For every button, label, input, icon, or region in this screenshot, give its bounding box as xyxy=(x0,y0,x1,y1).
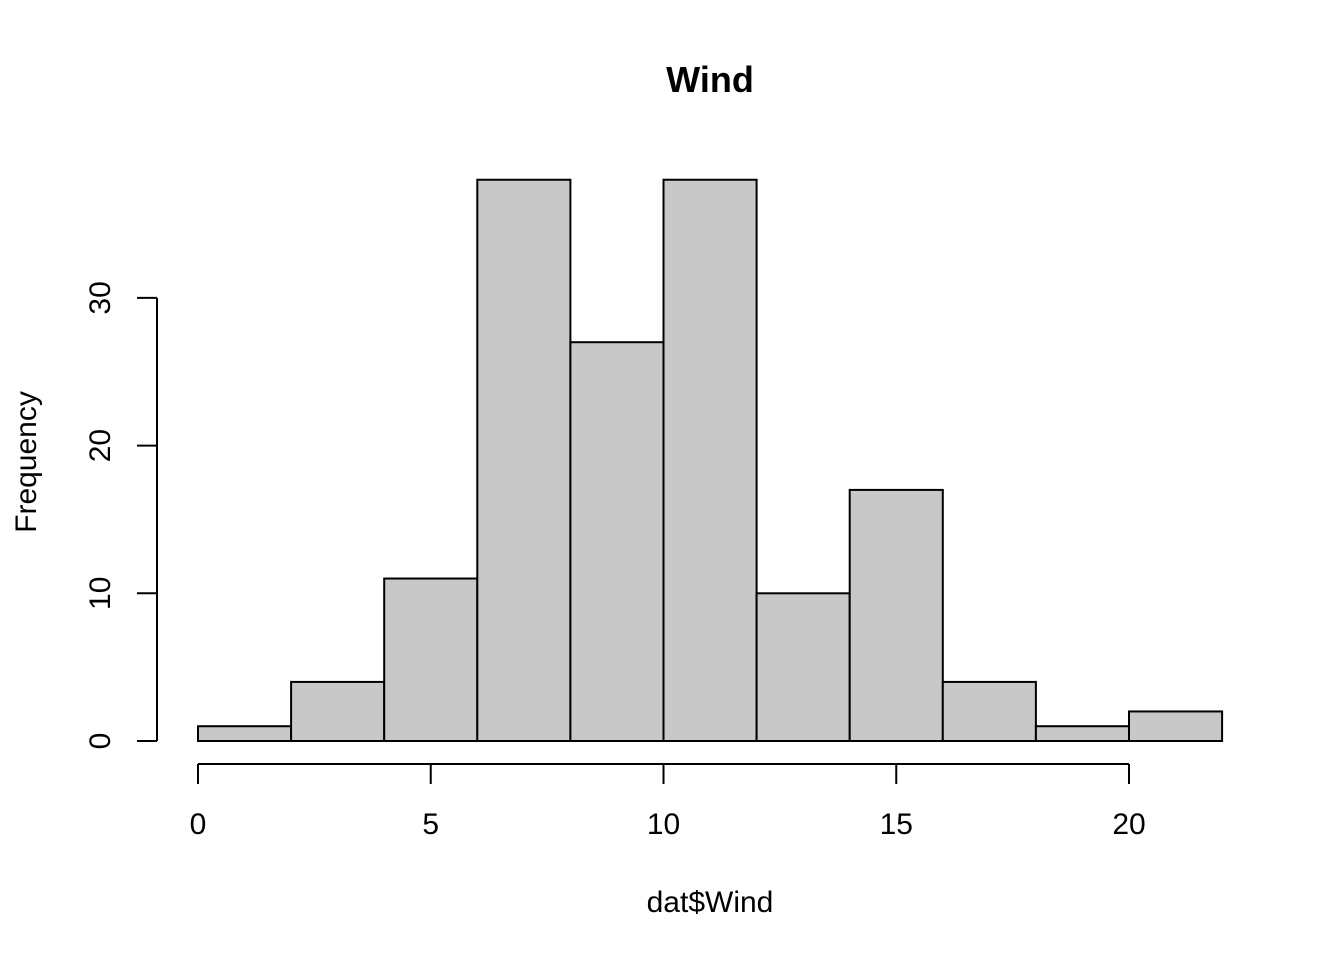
histogram-bar-9 xyxy=(1034,725,1131,742)
y-tick-label-2: 20 xyxy=(84,429,117,462)
x-tick-label-1: 5 xyxy=(422,808,439,841)
y-tick-label-3: 30 xyxy=(84,281,117,314)
chart-title: Wind xyxy=(666,59,754,100)
histogram-bar-0 xyxy=(197,725,293,742)
x-tick-label-2: 10 xyxy=(647,808,680,841)
histogram-bar-8 xyxy=(941,680,1037,742)
y-ticks: 0 10 20 30 xyxy=(84,281,157,749)
histogram-bar-7 xyxy=(848,488,944,742)
x-tick-label-3: 15 xyxy=(880,808,913,841)
histogram-bar-6 xyxy=(755,592,851,742)
y-axis: 0 10 20 30 xyxy=(84,281,158,749)
histogram-bar-1 xyxy=(290,680,386,742)
bars xyxy=(197,178,1224,743)
y-tick-label-1: 10 xyxy=(84,577,117,610)
x-axis: 0 5 10 15 20 xyxy=(190,763,1146,841)
histogram-bar-4 xyxy=(569,341,665,742)
x-axis-title: dat$Wind xyxy=(647,886,774,919)
y-axis-title: Frequency xyxy=(10,391,43,533)
x-tick-label-4: 20 xyxy=(1112,808,1145,841)
histogram-bar-2 xyxy=(383,577,479,743)
y-tick-label-0: 0 xyxy=(84,733,117,750)
histogram-bar-3 xyxy=(476,178,572,743)
histogram-bar-5 xyxy=(662,178,758,743)
x-ticks: 0 5 10 15 20 xyxy=(190,764,1146,841)
histogram-bar-10 xyxy=(1128,710,1224,743)
x-tick-label-0: 0 xyxy=(190,808,207,841)
